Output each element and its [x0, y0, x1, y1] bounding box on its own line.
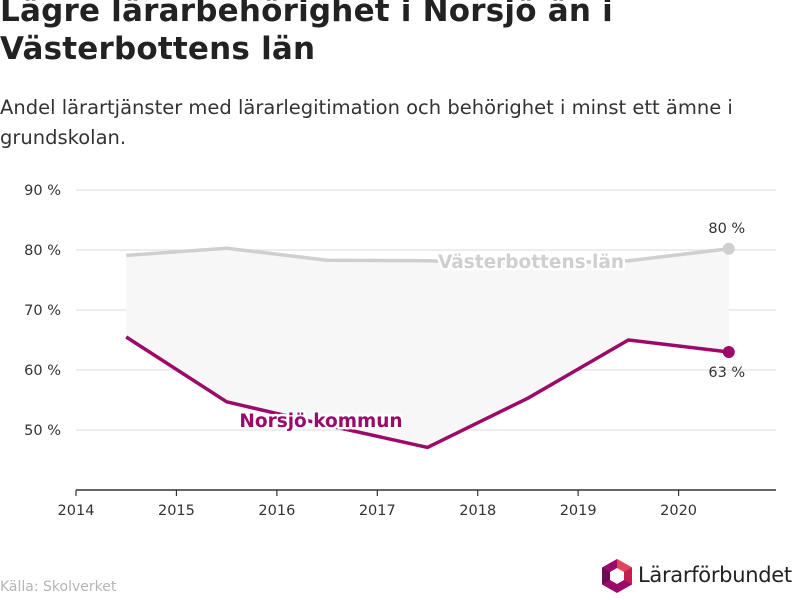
x-tick-label: 2016	[258, 503, 295, 519]
norsjo-line	[125, 335, 730, 450]
end-point-marker	[722, 346, 735, 358]
y-tick-label: 90 %	[24, 183, 61, 199]
brand-name: Lärarförbundet	[638, 563, 792, 587]
series-layer	[125, 242, 735, 450]
series-label-vasterbotten: Västerbottens län	[438, 252, 624, 273]
y-tick-label: 80 %	[24, 243, 61, 259]
end-label-norsjo: 63 %	[708, 365, 745, 381]
difference-band	[126, 248, 729, 448]
vasterbotten-line	[126, 246, 730, 266]
series-label-norsjo: Norsjö kommun	[239, 411, 402, 432]
chart-subtitle: Andel lärartjänster med lärarlegitimatio…	[0, 96, 733, 149]
end-label-vasterbotten: 80 %	[708, 221, 745, 237]
x-tick-label: 2014	[58, 503, 95, 519]
x-tick-label: 2018	[459, 503, 496, 519]
brand-logo: Lärarförbundet	[600, 556, 800, 596]
y-tick-label: 50 %	[24, 423, 61, 439]
x-tick-label: 2015	[158, 503, 195, 519]
y-tick-label: 60 %	[24, 363, 61, 379]
label-layer: 80 % 63 % Västerbottens län Norsjö kommun	[237, 221, 745, 435]
x-axis: 2014 2015 2016 2017 2018 2019 2020	[58, 489, 776, 519]
chart-title: Lägre lärarbehörighet i Norsjö än i Väst…	[0, 0, 613, 67]
x-tick-label: 2019	[560, 503, 597, 519]
brand-mark-icon	[602, 559, 632, 593]
y-tick-label: 70 %	[24, 303, 61, 319]
end-point-marker	[722, 242, 735, 255]
source-note: Källa: Skolverket	[0, 579, 117, 595]
x-tick-label: 2020	[660, 503, 697, 519]
x-tick-label: 2017	[359, 503, 396, 519]
